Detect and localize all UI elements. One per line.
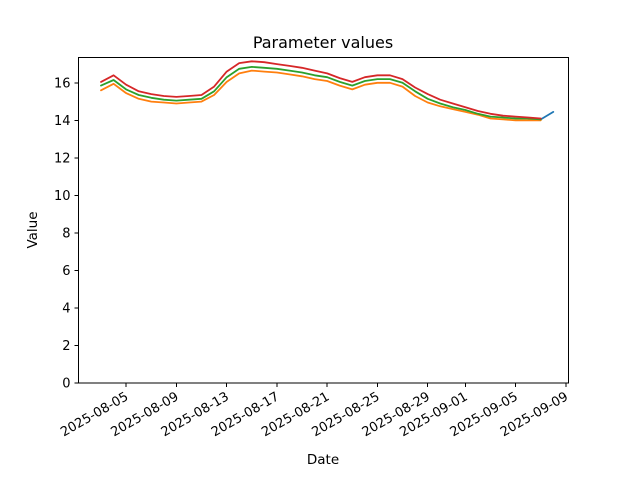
y-tick-label: 2 [62, 339, 70, 354]
y-tick-label: 14 [54, 114, 71, 129]
y-tick-label: 0 [62, 377, 70, 392]
y-tick-label: 8 [62, 226, 70, 241]
series-line-red [100, 60, 542, 120]
series-line-green [100, 66, 542, 121]
series-line-orange [100, 69, 542, 122]
y-tick-label: 4 [62, 301, 70, 316]
y-tick-label: 16 [54, 76, 71, 91]
y-tick-label: 6 [62, 264, 70, 279]
chart-title: Parameter values [252, 33, 394, 52]
y-tick-label: 12 [54, 151, 71, 166]
y-axis-label: Value [25, 211, 41, 249]
x-axis-label: Date [306, 452, 340, 468]
axes-frame [78, 57, 569, 384]
y-tick-label: 10 [54, 189, 71, 204]
